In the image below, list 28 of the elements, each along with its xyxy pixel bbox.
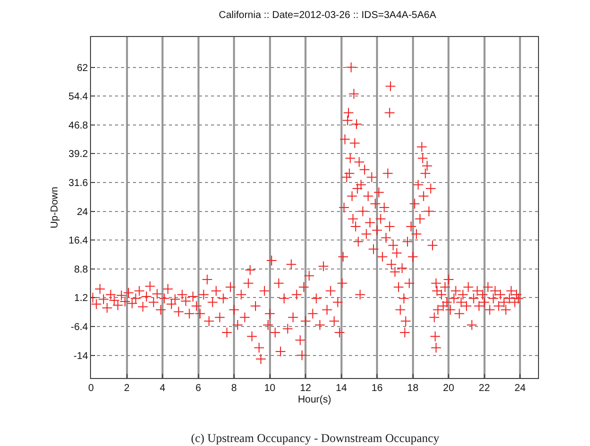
x-tick-label: 10 <box>264 383 276 394</box>
y-tick-label: 62 <box>76 62 88 74</box>
x-tick-label: 6 <box>196 383 202 394</box>
y-tick-label: 24 <box>76 206 88 218</box>
y-tick-label: 16.4 <box>68 236 88 247</box>
y-tick-label: -6.4 <box>70 322 88 333</box>
chart-title: California :: Date=2012-03-26 :: IDS=3A4A-5A6A <box>218 10 436 22</box>
x-axis-title: Hour(s) <box>298 394 332 406</box>
x-tick-label: 16 <box>372 383 384 394</box>
y-axis-title: Up-Down <box>50 186 61 228</box>
x-tick-label: 24 <box>514 383 526 394</box>
x-tick-label: 14 <box>336 383 348 394</box>
text: (c) Upstream Occupancy - Downstream Occupancy <box>191 431 440 445</box>
y-tick-label: 1.2 <box>74 293 88 304</box>
y-tick-label: 46.8 <box>68 120 88 132</box>
y-tick-label: 8.8 <box>74 264 88 276</box>
y-tick-label: 31.6 <box>68 178 88 189</box>
y-tick-label: 54.4 <box>68 92 88 103</box>
x-tick-label: 12 <box>300 383 312 394</box>
x-tick-label: 2 <box>124 383 130 394</box>
y-tick-label: 39.2 <box>68 149 88 160</box>
x-tick-label: 22 <box>478 383 490 394</box>
x-tick-label: 4 <box>160 383 166 394</box>
x-tick-label: 20 <box>443 383 455 394</box>
y-tick-label: -14 <box>74 350 88 362</box>
x-tick-label: 18 <box>407 383 419 394</box>
x-tick-label: 8 <box>231 383 238 394</box>
x-tick-label: 0 <box>88 383 94 394</box>
